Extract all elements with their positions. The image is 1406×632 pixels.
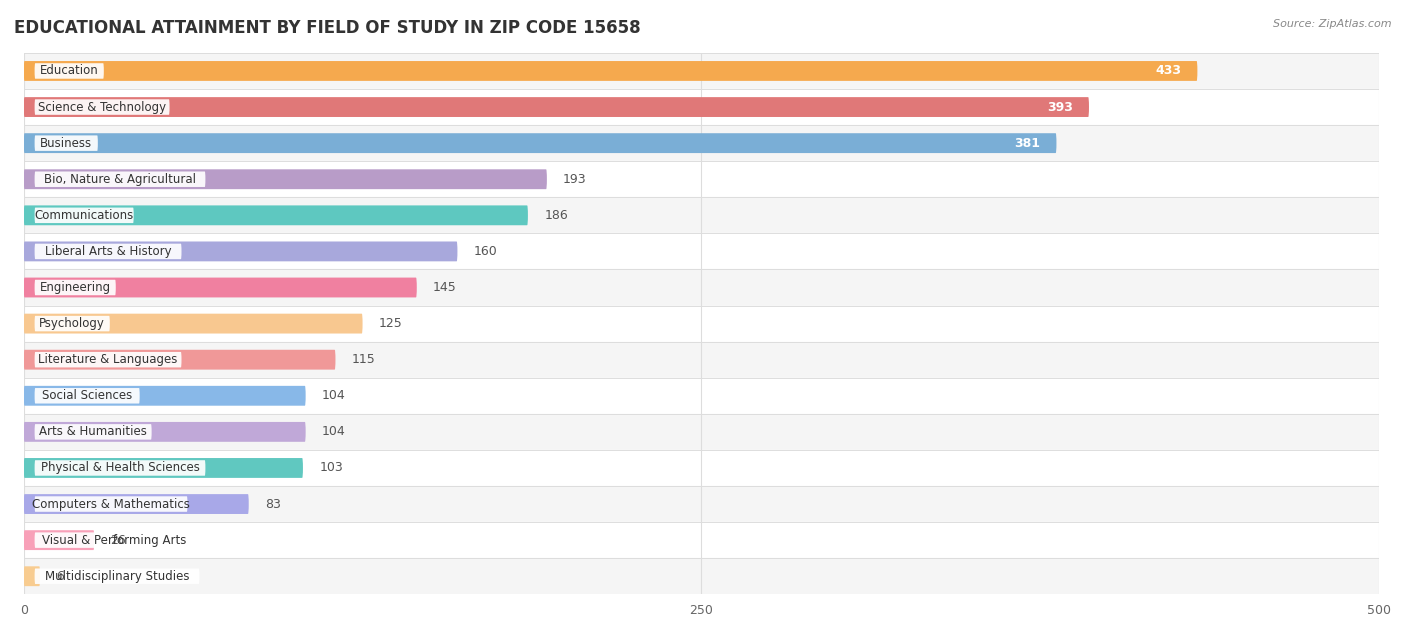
Text: EDUCATIONAL ATTAINMENT BY FIELD OF STUDY IN ZIP CODE 15658: EDUCATIONAL ATTAINMENT BY FIELD OF STUDY… [14,19,641,37]
Text: 160: 160 [474,245,498,258]
Text: Computers & Mathematics: Computers & Mathematics [32,497,190,511]
Bar [24,305,1379,342]
Text: Source: ZipAtlas.com: Source: ZipAtlas.com [1274,19,1392,29]
Bar [24,89,1379,125]
FancyBboxPatch shape [35,244,181,259]
Bar [24,161,1379,197]
FancyBboxPatch shape [35,207,134,223]
Text: Literature & Languages: Literature & Languages [38,353,177,366]
FancyBboxPatch shape [35,424,152,440]
FancyBboxPatch shape [35,352,181,367]
Text: 433: 433 [1156,64,1181,78]
Text: Education: Education [39,64,98,78]
Text: 393: 393 [1047,100,1073,114]
Text: Multidisciplinary Studies: Multidisciplinary Studies [45,569,190,583]
Text: 103: 103 [319,461,343,475]
Bar [24,53,1379,89]
Text: 115: 115 [352,353,375,366]
Text: 145: 145 [433,281,457,294]
Text: Social Sciences: Social Sciences [42,389,132,403]
FancyBboxPatch shape [24,205,527,225]
Text: Engineering: Engineering [39,281,111,294]
Bar [24,486,1379,522]
Text: 104: 104 [322,389,346,403]
Bar [24,522,1379,558]
FancyBboxPatch shape [24,241,457,262]
Text: Business: Business [41,137,93,150]
Text: 381: 381 [1014,137,1040,150]
FancyBboxPatch shape [24,169,547,189]
Text: 83: 83 [264,497,281,511]
FancyBboxPatch shape [35,532,194,548]
FancyBboxPatch shape [35,171,205,187]
Text: Bio, Nature & Agricultural: Bio, Nature & Agricultural [44,173,195,186]
FancyBboxPatch shape [35,280,115,295]
Text: Science & Technology: Science & Technology [38,100,166,114]
Text: Communications: Communications [35,209,134,222]
FancyBboxPatch shape [35,99,170,115]
Bar [24,558,1379,594]
Bar [24,197,1379,233]
FancyBboxPatch shape [24,349,336,370]
Text: 186: 186 [544,209,568,222]
FancyBboxPatch shape [24,494,249,514]
Text: Physical & Health Sciences: Physical & Health Sciences [41,461,200,475]
FancyBboxPatch shape [24,277,416,298]
FancyBboxPatch shape [24,422,305,442]
Bar [24,450,1379,486]
FancyBboxPatch shape [24,530,94,550]
FancyBboxPatch shape [24,458,302,478]
FancyBboxPatch shape [35,496,187,512]
Text: 26: 26 [111,533,127,547]
Bar [24,378,1379,414]
FancyBboxPatch shape [35,63,104,79]
Text: Liberal Arts & History: Liberal Arts & History [45,245,172,258]
Text: 125: 125 [378,317,402,330]
Bar [24,233,1379,269]
FancyBboxPatch shape [24,97,1090,117]
FancyBboxPatch shape [24,566,39,586]
FancyBboxPatch shape [35,569,200,584]
Text: 6: 6 [56,569,65,583]
Text: Arts & Humanities: Arts & Humanities [39,425,148,439]
Text: Psychology: Psychology [39,317,105,330]
Bar [24,414,1379,450]
Text: Visual & Performing Arts: Visual & Performing Arts [42,533,186,547]
FancyBboxPatch shape [24,386,305,406]
Text: 104: 104 [322,425,346,439]
Bar [24,342,1379,378]
Text: 193: 193 [564,173,586,186]
FancyBboxPatch shape [24,61,1198,81]
FancyBboxPatch shape [24,313,363,334]
FancyBboxPatch shape [35,135,98,151]
FancyBboxPatch shape [35,460,205,476]
Bar [24,125,1379,161]
FancyBboxPatch shape [24,133,1056,153]
FancyBboxPatch shape [35,316,110,331]
FancyBboxPatch shape [35,388,139,403]
Bar [24,269,1379,305]
